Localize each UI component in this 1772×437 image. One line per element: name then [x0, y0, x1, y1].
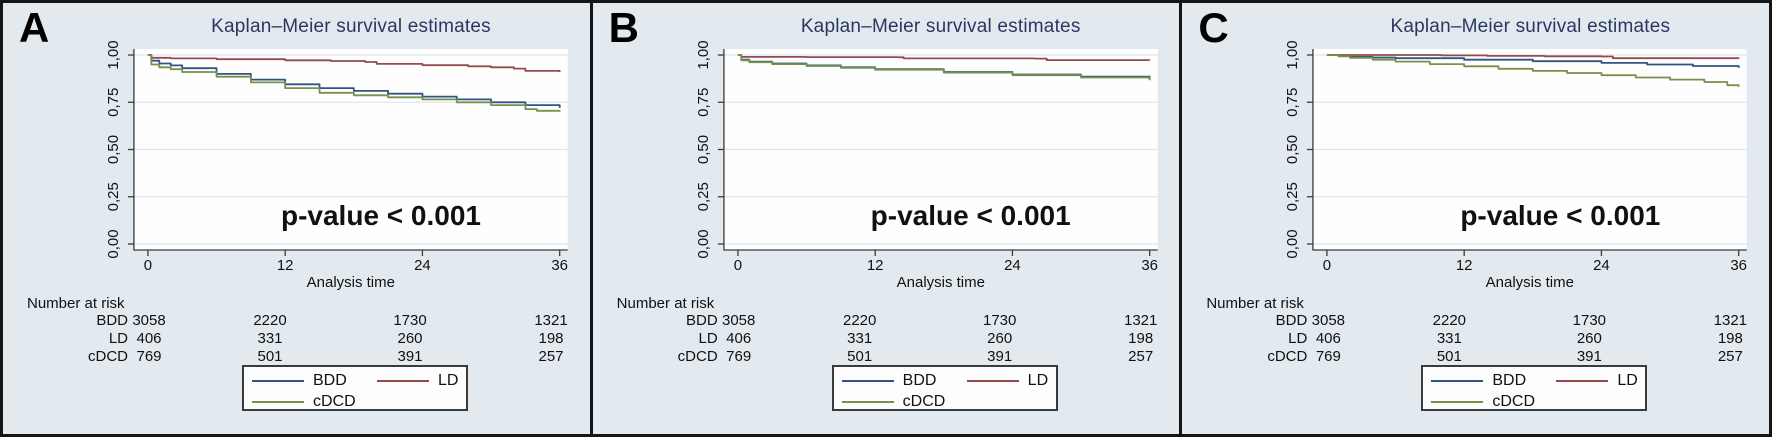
x-tick-label: 0	[144, 257, 152, 274]
legend-item-cdcd: cDCD	[1431, 393, 1535, 411]
legend-line-swatch	[1431, 401, 1484, 403]
km-curve-ld	[1327, 54, 1740, 60]
x-tick-label: 36	[1141, 257, 1158, 274]
km-curve-ld	[737, 54, 1151, 61]
axis-lines	[722, 49, 1158, 251]
x-tick-label: 36	[1731, 257, 1748, 274]
p-value-annotation: p-value < 0.001	[1460, 200, 1661, 231]
panel-letter-b: B	[608, 4, 640, 51]
axis-lines	[1312, 49, 1748, 251]
km-chart-c: 0,00 0,25 0,50 0,75 1,00 0 12 24 36 Analysis time	[1284, 40, 1748, 291]
km-chart-a: 0,00 0,25 0,50 0,75 1,00 0 12 24 36 Analysis time	[105, 40, 568, 291]
y-tick-label: 0,00	[105, 229, 122, 258]
legend-label: cDCD	[1492, 393, 1536, 410]
legend: BDD LD cDCD	[242, 365, 468, 411]
y-tick-label: 1,00	[695, 40, 712, 69]
y-tick-label: 0,00	[695, 229, 712, 258]
y-tick-label: 0,75	[105, 88, 122, 117]
legend-item-bdd: BDD	[1431, 372, 1526, 390]
legend: BDD LD cDCD	[1421, 365, 1648, 411]
km-panel-c: 0,00 0,25 0,50 0,75 1,00 0 12 24 36 Analysis time…	[1179, 3, 1770, 434]
y-tick-label: 0,25	[1284, 182, 1301, 211]
y-tick-label: 0,75	[695, 88, 712, 117]
x-axis-label: Analysis time	[1486, 274, 1574, 291]
y-tick-label: 1,00	[105, 40, 122, 69]
risk-table-title: Number at risk	[27, 295, 125, 312]
legend-label: cDCD	[313, 393, 356, 410]
legend-item-ld: LD	[1556, 372, 1638, 390]
legend-line-swatch	[841, 380, 894, 382]
legend-item-cdcd: cDCD	[252, 393, 356, 411]
y-tick-label: 0,75	[1284, 88, 1301, 117]
legend-line-swatch	[377, 380, 429, 382]
km-curve-cdcd	[1327, 54, 1740, 87]
legend-label: cDCD	[902, 393, 946, 410]
km-panel-a: 0,00 0,25 0,50 0,75 1,00 0 12 24 36 Analysis time…	[3, 3, 590, 434]
x-tick-label: 12	[1456, 257, 1473, 274]
legend-line-swatch	[841, 401, 894, 403]
x-tick-label: 36	[551, 257, 568, 274]
legend-line-swatch	[1556, 380, 1609, 382]
legend-line-swatch	[1431, 380, 1484, 382]
km-curve-cdcd	[147, 54, 561, 112]
x-tick-label: 24	[1004, 257, 1021, 274]
p-value-annotation: p-value < 0.001	[280, 200, 481, 231]
km-curve-cdcd	[737, 54, 1151, 81]
y-tick-label: 0,50	[695, 135, 712, 164]
legend-label: LD	[438, 372, 459, 389]
risk-table-title: Number at risk	[616, 295, 715, 312]
legend-line-swatch	[966, 380, 1019, 382]
legend-line-swatch	[252, 401, 304, 403]
y-tick-label: 0,00	[1284, 229, 1301, 258]
y-tick-label: 1,00	[1284, 40, 1301, 69]
km-chart-b: 0,00 0,25 0,50 0,75 1,00 0 12 24 36 Analysis time	[695, 40, 1158, 291]
chart-title: Kaplan–Meier survival estimates	[1390, 16, 1671, 37]
y-tick-label: 0,25	[105, 182, 122, 211]
panel-letter-c: C	[1198, 4, 1229, 51]
km-panel-b: 0,00 0,25 0,50 0,75 1,00 0 12 24 36 Analysis time…	[589, 3, 1180, 434]
axis-lines	[133, 49, 568, 251]
x-tick-label: 0	[733, 257, 741, 274]
legend-label: LD	[1617, 372, 1638, 389]
y-tick-label: 0,50	[105, 135, 122, 164]
legend-item-ld: LD	[377, 372, 458, 390]
x-axis-label: Analysis time	[896, 274, 984, 291]
km-curve-ld	[147, 54, 561, 72]
risk-table-title: Number at risk	[1206, 295, 1304, 312]
x-tick-label: 24	[414, 257, 431, 274]
chart-title: Kaplan–Meier survival estimates	[211, 16, 491, 37]
y-tick-label: 0,25	[695, 182, 712, 211]
x-tick-label: 12	[277, 257, 294, 274]
legend-label: LD	[1027, 372, 1049, 389]
x-axis-label: Analysis time	[307, 274, 395, 291]
p-value-annotation: p-value < 0.001	[870, 200, 1071, 231]
km-curve-bdd	[147, 54, 561, 108]
chart-title: Kaplan–Meier survival estimates	[800, 16, 1081, 37]
legend-item-bdd: BDD	[841, 372, 937, 390]
legend-label: BDD	[902, 372, 937, 389]
legend-label: BDD	[1492, 372, 1527, 389]
x-tick-label: 24	[1593, 257, 1610, 274]
legend-line-swatch	[252, 380, 304, 382]
legend: BDD LD cDCD	[831, 365, 1058, 411]
x-tick-label: 12	[867, 257, 884, 274]
y-tick-label: 0,50	[1284, 135, 1301, 164]
panel-letter-a: A	[19, 4, 50, 51]
legend-item-bdd: BDD	[252, 372, 347, 390]
legend-item-ld: LD	[966, 372, 1049, 390]
legend-item-cdcd: cDCD	[841, 393, 946, 411]
x-tick-label: 0	[1323, 257, 1331, 274]
legend-label: BDD	[313, 372, 347, 389]
